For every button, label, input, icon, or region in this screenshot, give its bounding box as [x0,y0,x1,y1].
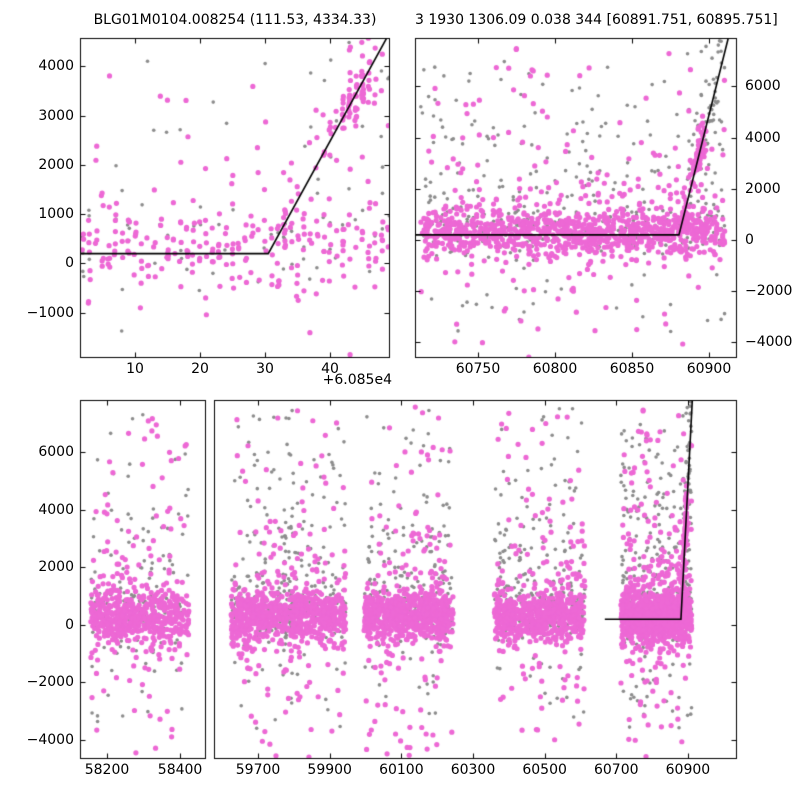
x-tick-label: 60500 [522,762,567,778]
y-tick-label: 2000 [38,559,74,576]
x-tick-label: 60900 [665,762,711,778]
y-tick-label: 3000 [38,107,74,124]
panel2-title: 3 1930 1306.09 0.038 344 [60891.751, 608… [415,12,778,28]
y-tick-label: 0 [65,255,74,272]
y-tick-label: 2000 [38,156,74,173]
y-tick-label: 2000 [745,180,781,197]
x-tick-label: 60700 [593,762,639,778]
y-tick-label: −4000 [745,334,793,351]
y-tick-label: −4000 [26,731,74,748]
x-tick-label: 58200 [84,762,130,778]
x-tick-label: 10 [126,361,144,377]
x-tick-label: 60900 [686,361,732,377]
y-tick-label: 1000 [38,206,74,223]
y-tick-label: 4000 [38,58,74,75]
y-tick-label: 4000 [745,129,781,146]
x-tick-label: 59700 [235,762,281,778]
panel1-title: BLG01M0104.008254 (111.53, 4334.33) [93,12,377,28]
y-tick-label: 6000 [38,444,74,461]
x-tick-label: 60750 [455,361,501,377]
x-tick-label: 60300 [450,762,496,778]
x-tick-label: 60100 [379,762,424,778]
x-tick-label: 20 [191,361,209,377]
y-tick-label: −2000 [745,283,793,300]
y-tick-label: −2000 [26,674,74,691]
y-tick-label: 0 [745,232,754,248]
x-tick-label: 58400 [157,762,203,778]
x-tick-label: 60800 [532,361,578,377]
x-tick-label: 59900 [307,762,352,778]
x-tick-label: 60850 [609,361,655,377]
y-tick-label: −1000 [26,304,74,321]
x-tick-label: 30 [256,361,274,377]
x-axis-offset-label: +6.085e4 [322,372,392,388]
x-tick-label: 40 [321,361,339,377]
y-tick-label: 0 [65,616,74,633]
y-tick-label: 4000 [38,501,74,518]
y-tick-label: 6000 [745,78,781,95]
